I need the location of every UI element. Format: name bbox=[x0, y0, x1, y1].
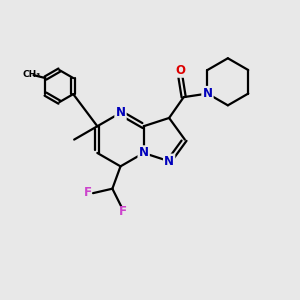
Text: N: N bbox=[139, 146, 149, 160]
Text: F: F bbox=[119, 206, 127, 218]
Text: F: F bbox=[84, 186, 92, 199]
Text: N: N bbox=[164, 155, 174, 168]
Text: N: N bbox=[202, 87, 212, 100]
Text: CH₃: CH₃ bbox=[22, 70, 40, 79]
Text: O: O bbox=[175, 64, 185, 76]
Text: N: N bbox=[116, 106, 125, 119]
